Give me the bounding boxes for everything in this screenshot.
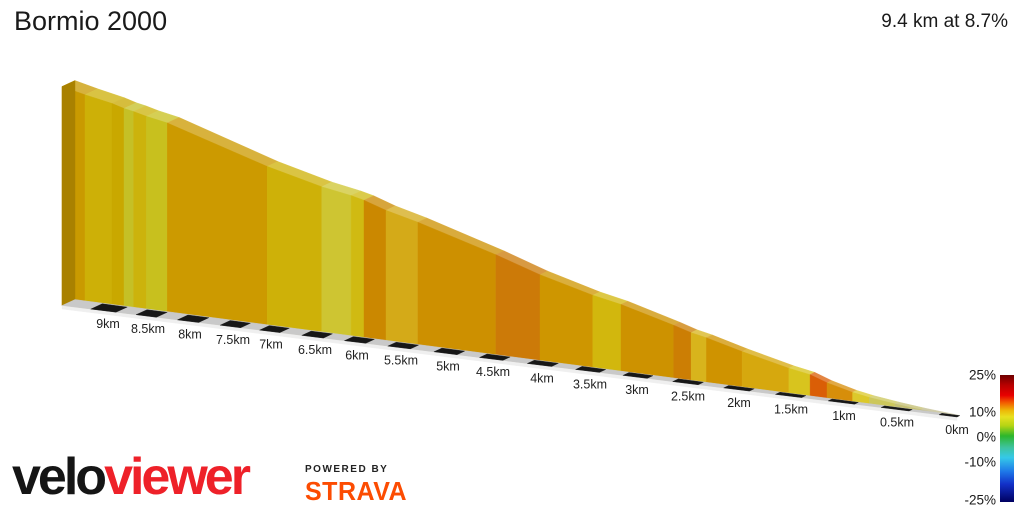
axis-tick-label: 2km [727, 396, 751, 410]
axis-tick-label: 3.5km [573, 377, 607, 391]
axis-tick-label: 5.5km [384, 354, 418, 368]
axis-tick-label: 7km [259, 338, 283, 352]
ruler-dash [774, 391, 807, 398]
ruler-dash [301, 330, 334, 339]
ruler-dash [938, 413, 961, 418]
ruler-dash [622, 372, 654, 379]
segment-front-face [363, 199, 387, 347]
ruler-dash [258, 325, 291, 333]
ruler-dash [827, 398, 859, 405]
segment-front-face [321, 186, 352, 342]
ruler-dash [219, 320, 252, 329]
axis-tick-label: 6.5km [298, 343, 332, 357]
segment-front-face [146, 116, 168, 319]
segment-front-face [111, 103, 125, 314]
ruler-dash [880, 405, 913, 412]
ruler-dash [433, 347, 466, 355]
segment-front-face [690, 332, 707, 387]
profile-left-side [61, 80, 76, 306]
ruler-dash [89, 303, 128, 313]
veloviewer-logo: veloviewer [12, 448, 251, 508]
strava-attribution: POWERED BY STRAVA [305, 464, 407, 506]
axis-tick-label: 3km [625, 383, 649, 397]
strava-logo: STRAVA [305, 477, 408, 507]
ruler-dash [343, 336, 376, 344]
axis-tick-label: 7.5km [216, 333, 250, 347]
ruler-dash [387, 341, 420, 350]
axis-tick-label: 4km [530, 371, 554, 385]
axis-tick-label: 1km [832, 409, 856, 423]
axis-tick-label: 5km [436, 360, 460, 374]
ruler-dash [722, 385, 755, 392]
ruler-dash [574, 366, 607, 373]
axis-tick-label: 8km [178, 327, 202, 341]
page-title: Bormio 2000 [14, 6, 168, 36]
ground-strip [61, 299, 961, 421]
segment-front-face [84, 94, 113, 312]
logo-viewer-text: viewer [104, 448, 251, 506]
segment-front-face [267, 166, 322, 339]
axis-tick-label: 0.5km [880, 416, 914, 430]
axis-tick-label: 9km [96, 317, 120, 331]
segment-front-face [123, 108, 134, 315]
climb-summary: 9.4 km at 8.7% [881, 11, 1008, 32]
logo-velo-text: velo [12, 448, 107, 506]
segment-front-face [620, 304, 674, 382]
segment-front-faces [61, 86, 958, 418]
axis-tick-label: 6km [345, 348, 369, 362]
segment-front-face [385, 210, 419, 351]
segment-front-face [350, 195, 365, 344]
axis-tick-label: 8.5km [131, 322, 165, 336]
profile-side-face [61, 80, 76, 306]
axis-tick-label: 0km [945, 423, 969, 437]
segment-front-face [673, 324, 692, 385]
ruler-dash [135, 309, 168, 318]
ruler-dash [478, 353, 511, 361]
x-axis-labels: 9km 8.5km 8km 7.5km 7km 6.5km 6km 5.5km 5km 4.5km… [96, 317, 969, 437]
axis-tick-label: 4.5km [476, 365, 510, 379]
segment-front-face [133, 111, 147, 317]
segment-front-face [592, 294, 622, 376]
powered-by-label: POWERED BY [305, 464, 389, 475]
ruler-dash [526, 359, 560, 367]
axis-tick-label: 2.5km [671, 389, 705, 403]
ruler-dash [672, 378, 705, 386]
ruler-dash [176, 314, 210, 323]
axis-tick-label: 1.5km [774, 402, 808, 416]
